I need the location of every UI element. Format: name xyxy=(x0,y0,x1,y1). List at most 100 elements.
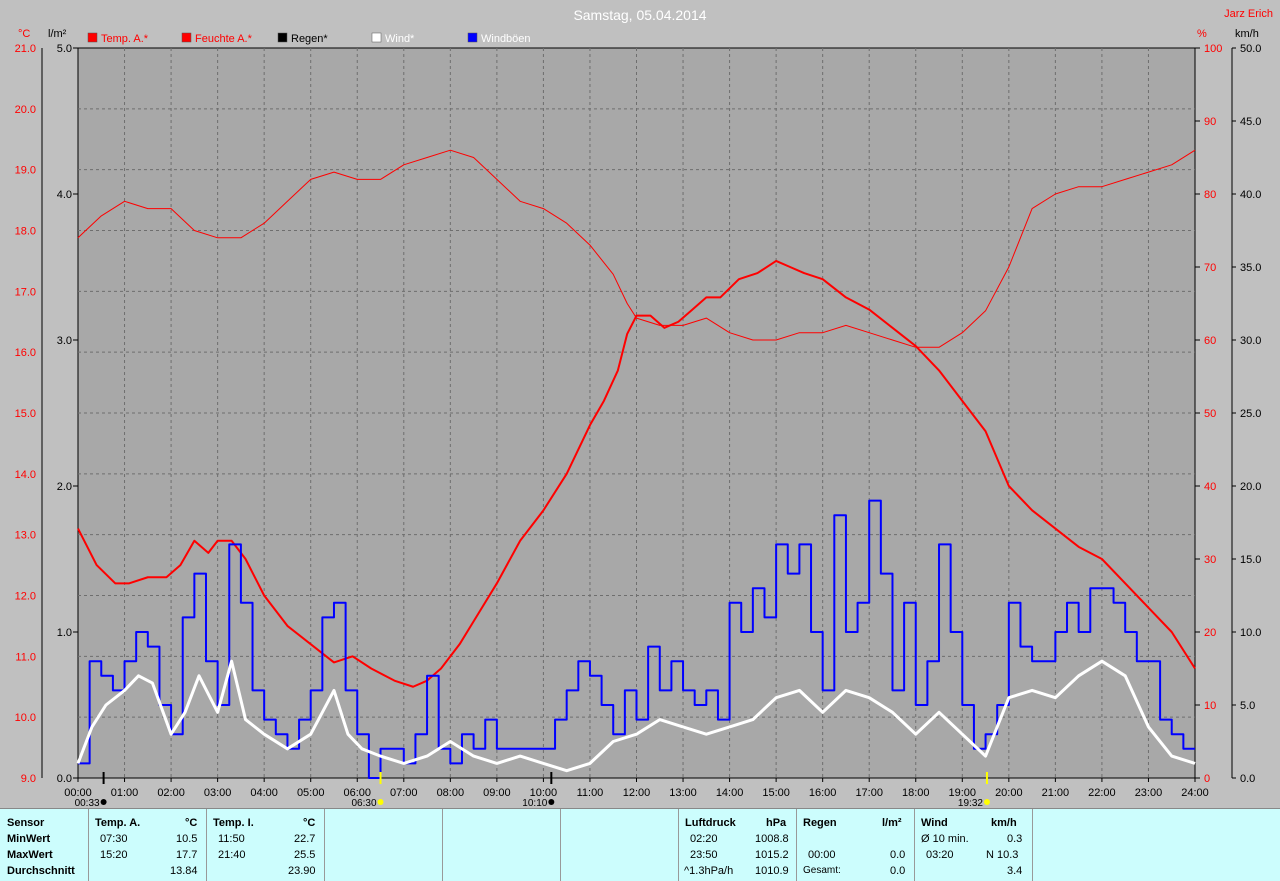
unit-rain: l/m² xyxy=(48,28,67,40)
x-tick-label: 14:00 xyxy=(716,787,744,799)
x-tick-label: 11:00 xyxy=(577,787,604,799)
temp-tick-label: 9.0 xyxy=(21,773,36,785)
humidity-tick-label: 80 xyxy=(1204,189,1216,201)
legend-label: Wind* xyxy=(385,33,415,45)
temp-i-header: Temp. I. xyxy=(213,817,254,829)
marker-dot xyxy=(983,799,990,805)
wind-tick-label: 25.0 xyxy=(1240,408,1261,420)
series xyxy=(76,149,1196,779)
wind-tick-label: 15.0 xyxy=(1240,554,1261,566)
x-tick-label: 16:00 xyxy=(809,787,837,799)
x-tick-label: 02:00 xyxy=(157,787,185,799)
wind-avg10-label: Ø 10 min. xyxy=(921,833,969,845)
temp-tick-label: 21.0 xyxy=(15,43,36,55)
temp-tick-label: 18.0 xyxy=(15,226,36,238)
series-line-windben xyxy=(78,499,1195,779)
wind-header: Wind xyxy=(921,817,948,829)
wind-tick-label: 50.0 xyxy=(1240,43,1261,55)
wind-tick-label: 5.0 xyxy=(1240,700,1255,712)
temp-tick-label: 14.0 xyxy=(15,469,36,481)
marker-time: 10:10 xyxy=(522,798,547,808)
legend-label: Windböen xyxy=(481,33,531,45)
x-tick-label: 09:00 xyxy=(483,787,511,799)
rain-tick-label: 1.0 xyxy=(57,627,72,639)
marker-dot xyxy=(100,799,107,805)
rain-tick-label: 0.0 xyxy=(57,773,72,785)
rain-unit: l/m² xyxy=(882,817,902,829)
legend-label: Regen* xyxy=(291,33,328,45)
rain-total-value: 0.0 xyxy=(890,865,906,877)
legend-swatch xyxy=(371,32,382,43)
x-tick-label: 01:00 xyxy=(111,787,139,799)
legend-swatch xyxy=(277,32,288,43)
temp-i-max-time: 21:40 xyxy=(218,849,246,861)
x-tick-label: 20:00 xyxy=(995,787,1023,799)
x-tick-label: 13:00 xyxy=(669,787,697,799)
x-tick-label: 10:00 xyxy=(530,787,558,799)
wind-tick-label: 20.0 xyxy=(1240,481,1261,493)
temp-a-min-time: 07:30 xyxy=(100,833,128,845)
unit-humidity: % xyxy=(1197,28,1207,40)
row-max-label: MaxWert xyxy=(7,849,53,861)
chart-title: Samstag, 05.04.2014 xyxy=(573,7,706,23)
wind-tick-label: 10.0 xyxy=(1240,627,1261,639)
humidity-tick-label: 30 xyxy=(1204,554,1216,566)
temp-i-avg-value: 23.90 xyxy=(288,865,316,877)
pressure-max-time: 23:50 xyxy=(690,849,718,861)
temp-a-header: Temp. A. xyxy=(95,817,141,829)
wind-avg-value: 3.4 xyxy=(1007,865,1023,877)
axes: 00:00 01:00 02:00 03:00 04:00 05:00 06:00 07:00… xyxy=(15,43,1262,799)
humidity-tick-label: 40 xyxy=(1204,481,1216,493)
rain-total-label: Gesamt: xyxy=(803,865,841,876)
temp-i-max-value: 25.5 xyxy=(294,849,316,861)
x-tick-label: 21:00 xyxy=(1042,787,1070,799)
wind-tick-label: 35.0 xyxy=(1240,262,1261,274)
marker-time: 00:33 xyxy=(75,798,100,808)
humidity-tick-label: 50 xyxy=(1204,408,1216,420)
x-tick-label: 22:00 xyxy=(1088,787,1116,799)
temp-a-unit: °C xyxy=(185,817,198,829)
author-label: Jarz Erich xyxy=(1224,8,1273,20)
weather-chart: Samstag, 05.04.2014 Jarz Erich °C l/m² %… xyxy=(14,7,1273,808)
pressure-unit: hPa xyxy=(766,817,787,829)
temp-tick-label: 12.0 xyxy=(15,591,36,603)
legend-swatch xyxy=(87,32,98,43)
x-tick-label: 18:00 xyxy=(902,787,930,799)
x-tick-label: 07:00 xyxy=(390,787,418,799)
wind-avg10-value: 0.3 xyxy=(1007,833,1023,845)
humidity-tick-label: 10 xyxy=(1204,700,1216,712)
wind-max-time: 03:20 xyxy=(926,849,954,861)
wind-unit: km/h xyxy=(991,817,1017,829)
temp-tick-label: 15.0 xyxy=(15,408,36,420)
legend: Temp. A.* Feuchte A.* Regen* Wind* Windböen xyxy=(87,32,531,45)
rain-tick-label: 5.0 xyxy=(57,43,72,55)
pressure-avg-value: 1010.9 xyxy=(755,865,789,877)
rain-max-value: 0.0 xyxy=(890,849,906,861)
humidity-tick-label: 20 xyxy=(1204,627,1216,639)
temp-a-avg-value: 13.84 xyxy=(170,865,198,877)
marker-time: 06:30 xyxy=(351,798,376,808)
marker-time: 19:32 xyxy=(958,798,983,808)
x-tick-label: 24:00 xyxy=(1181,787,1209,799)
pressure-header: Luftdruck xyxy=(685,817,736,829)
x-tick-label: 00:00 xyxy=(64,787,92,799)
x-tick-label: 08:00 xyxy=(437,787,465,799)
pressure-min-value: 1008.8 xyxy=(755,833,789,845)
temp-tick-label: 16.0 xyxy=(15,347,36,359)
x-tick-label: 19:00 xyxy=(949,787,977,799)
sensor-header: Sensor xyxy=(7,817,45,829)
wind-tick-label: 30.0 xyxy=(1240,335,1261,347)
series-line-tempa xyxy=(77,259,1196,688)
humidity-tick-label: 60 xyxy=(1204,335,1216,347)
rain-tick-label: 3.0 xyxy=(57,335,72,347)
stats-table: Sensor MinWert MaxWert Durchschnitt Temp… xyxy=(0,808,1280,881)
x-tick-label: 17:00 xyxy=(855,787,883,799)
x-tick-label: 12:00 xyxy=(623,787,651,799)
wind-tick-label: 40.0 xyxy=(1240,189,1261,201)
rain-max-time: 00:00 xyxy=(808,849,836,861)
humidity-tick-label: 0 xyxy=(1204,773,1210,785)
pressure-min-time: 02:20 xyxy=(690,833,718,845)
wind-tick-label: 45.0 xyxy=(1240,116,1261,128)
wind-max-value: N 10.3 xyxy=(986,849,1019,861)
temp-a-min-value: 10.5 xyxy=(176,833,198,845)
